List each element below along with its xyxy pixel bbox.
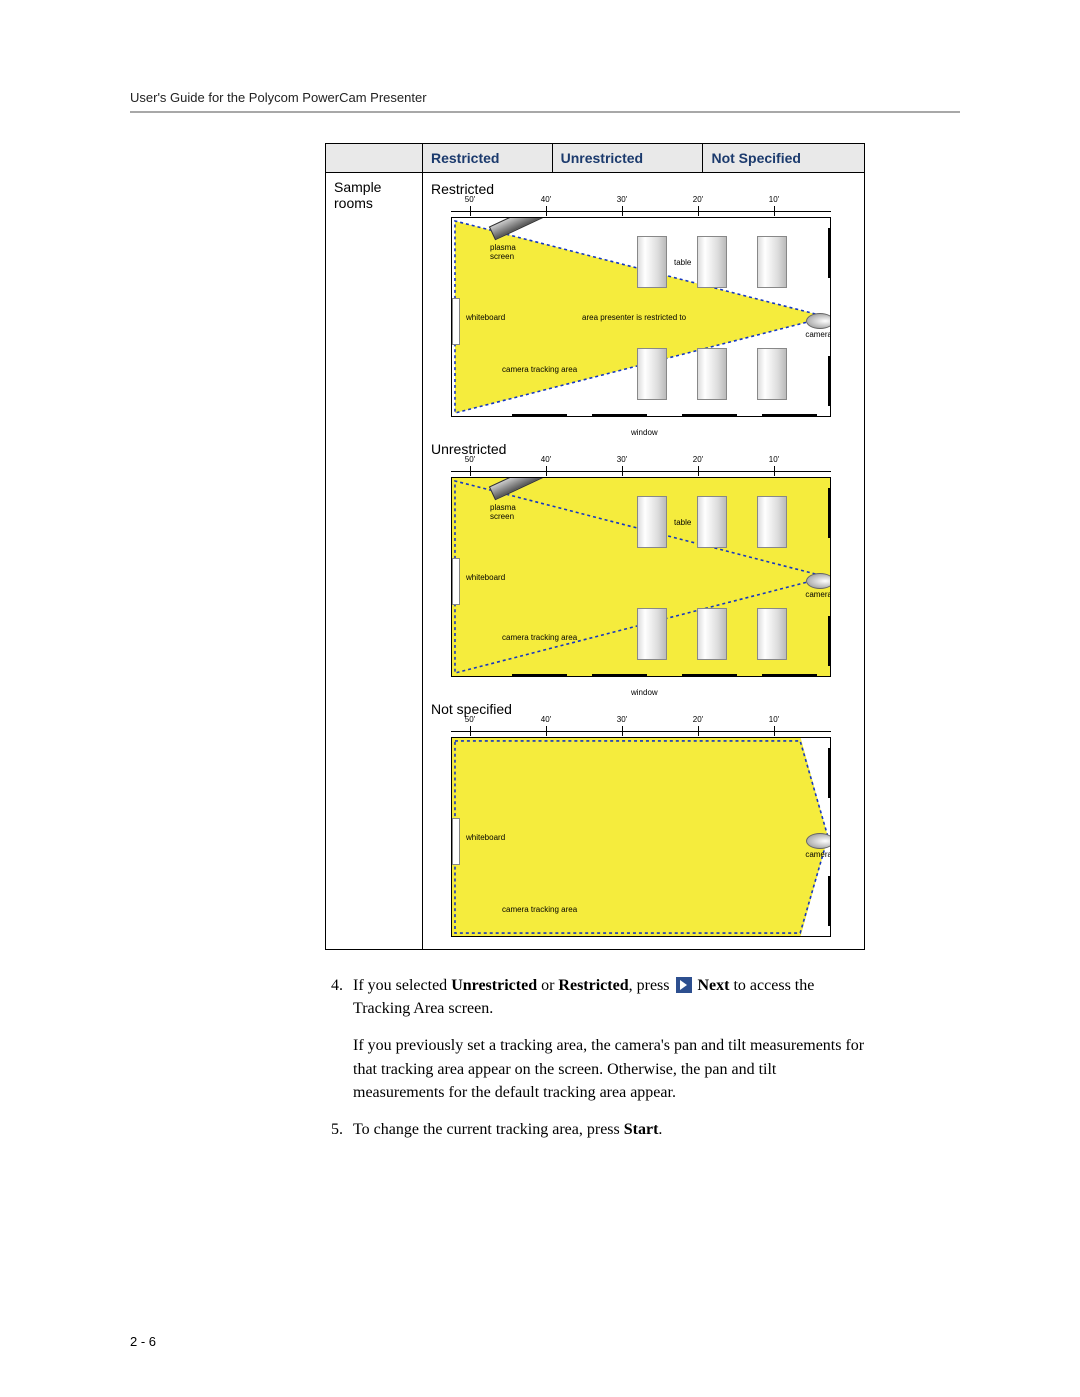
table-header-notspecified: Not Specified — [703, 144, 865, 173]
camera-icon — [806, 313, 831, 329]
ruler: 50' 40' 30' 20' 10' — [451, 203, 831, 215]
main-content: Restricted Unrestricted Not Specified Sa… — [325, 143, 865, 1141]
restricted-area-label: area presenter is restricted to — [582, 314, 686, 323]
room-diagram-restricted: 50' 40' 30' 20' 10' plasm — [431, 203, 851, 423]
whiteboard — [452, 298, 460, 345]
diagram-title-unrestricted: Unrestricted — [431, 441, 856, 457]
ruler: 50' 40' 30' 20' 10' — [451, 723, 831, 735]
running-header: User's Guide for the Polycom PowerCam Pr… — [130, 90, 960, 105]
diagram-title-notspecified: Not specified — [431, 701, 856, 717]
tracking-area-label: camera tracking area — [502, 366, 577, 375]
table-header-blank — [326, 144, 423, 173]
row-label-cell: Sample rooms — [326, 173, 423, 950]
whiteboard — [452, 558, 460, 605]
sample-rooms-table: Restricted Unrestricted Not Specified Sa… — [325, 143, 865, 950]
tracking-area-label: camera tracking area — [502, 906, 577, 915]
diagrams-cell: Restricted 50' 40' 30' 20' 10' — [423, 173, 865, 950]
room-box: plasmascreen whiteboard table camera tra… — [451, 477, 831, 677]
room-box: whiteboard camera tracking area camera — [451, 737, 831, 937]
table-header-restricted: Restricted — [423, 144, 553, 173]
diagram-title-restricted: Restricted — [431, 181, 856, 197]
step-5: To change the current tracking area, pre… — [347, 1118, 865, 1141]
window-label: window — [631, 688, 658, 697]
plasma-label: plasmascreen — [490, 504, 516, 522]
camera-label: camera — [805, 330, 831, 339]
ruler: 50' 40' 30' 20' 10' — [451, 463, 831, 475]
step-4-para2: If you previously set a tracking area, t… — [353, 1034, 865, 1104]
next-arrow-icon — [676, 977, 692, 993]
header-rule — [130, 111, 960, 113]
plasma-label: plasmascreen — [490, 244, 516, 262]
room-box: plasmascreen whiteboard table area prese… — [451, 217, 831, 417]
table-header-unrestricted: Unrestricted — [552, 144, 703, 173]
whiteboard-label: whiteboard — [466, 834, 505, 843]
table-row: Sample rooms Restricted 50' 40' 30' 20' … — [326, 173, 865, 950]
camera-label: camera — [805, 590, 831, 599]
page-number: 2 - 6 — [130, 1334, 156, 1349]
table-label: table — [674, 258, 691, 267]
step-4: If you selected Unrestricted or Restrict… — [347, 974, 865, 1104]
whiteboard-label: whiteboard — [466, 574, 505, 583]
table-label: table — [674, 518, 691, 527]
tracking-area-label: camera tracking area — [502, 634, 577, 643]
camera-icon — [806, 833, 831, 849]
steps-list: If you selected Unrestricted or Restrict… — [325, 974, 865, 1141]
camera-icon — [806, 573, 831, 589]
whiteboard-label: whiteboard — [466, 314, 505, 323]
camera-label: camera — [805, 850, 831, 859]
window-label: window — [631, 428, 658, 437]
whiteboard — [452, 818, 460, 865]
room-diagram-notspecified: 50' 40' 30' 20' 10' white — [431, 723, 851, 943]
room-diagram-unrestricted: 50' 40' 30' 20' 10' plasm — [431, 463, 851, 683]
table-header-row: Restricted Unrestricted Not Specified — [326, 144, 865, 173]
